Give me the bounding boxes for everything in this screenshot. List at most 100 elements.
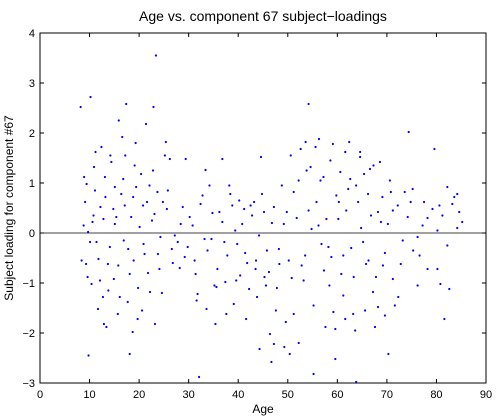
data-point xyxy=(411,187,414,191)
data-point xyxy=(112,207,115,211)
data-point xyxy=(82,224,85,227)
data-point xyxy=(324,325,327,329)
data-point xyxy=(221,157,224,161)
data-point xyxy=(446,185,449,189)
data-point xyxy=(426,216,429,220)
data-point xyxy=(164,140,167,144)
y-tick-label: 3 xyxy=(29,78,35,90)
data-point xyxy=(305,169,308,172)
data-point xyxy=(310,227,313,231)
data-point xyxy=(116,312,119,316)
data-point xyxy=(315,200,318,204)
data-point xyxy=(421,224,424,227)
data-point xyxy=(388,179,391,182)
data-point xyxy=(179,222,182,226)
x-tick-label: 30 xyxy=(183,389,195,401)
data-point xyxy=(181,205,184,209)
data-point xyxy=(461,220,464,224)
data-point xyxy=(110,160,113,164)
data-point xyxy=(121,135,124,139)
data-point xyxy=(280,184,283,187)
data-point xyxy=(345,209,348,212)
data-point xyxy=(131,330,134,334)
data-point xyxy=(348,140,351,144)
data-point xyxy=(270,360,273,364)
data-point xyxy=(416,235,419,239)
data-point xyxy=(142,242,145,246)
data-point xyxy=(126,300,129,304)
data-point xyxy=(94,150,97,154)
data-point xyxy=(275,286,278,290)
data-point xyxy=(335,194,338,197)
data-point xyxy=(426,267,429,271)
data-point xyxy=(201,194,204,197)
data-point xyxy=(374,275,378,279)
chart-title: Age vs. component 67 subject−loadings xyxy=(139,8,387,24)
data-point xyxy=(161,200,164,204)
data-point xyxy=(159,235,162,239)
data-point xyxy=(165,207,168,211)
data-point xyxy=(264,284,268,287)
data-point xyxy=(317,137,321,141)
data-point xyxy=(92,165,96,169)
data-point xyxy=(359,150,362,154)
x-tick-label: 20 xyxy=(133,389,145,401)
data-point xyxy=(148,184,151,187)
data-point xyxy=(86,230,90,234)
data-point xyxy=(107,289,110,292)
data-point xyxy=(282,222,285,226)
data-point xyxy=(214,322,217,326)
data-point xyxy=(446,244,449,247)
data-point xyxy=(453,195,456,199)
data-point xyxy=(92,214,95,217)
data-point xyxy=(178,266,181,270)
data-point xyxy=(307,209,310,212)
data-point xyxy=(448,287,451,291)
data-point xyxy=(143,252,146,256)
data-point xyxy=(278,262,281,266)
data-point xyxy=(379,220,383,224)
data-point xyxy=(221,220,224,224)
data-point xyxy=(128,352,131,356)
data-point xyxy=(245,317,248,321)
data-point xyxy=(88,240,92,244)
data-point xyxy=(283,345,286,349)
data-point xyxy=(235,279,238,282)
data-point xyxy=(307,102,310,106)
data-point xyxy=(123,204,126,207)
data-point xyxy=(85,182,88,186)
y-tick-label: 1 xyxy=(29,178,35,190)
data-point xyxy=(184,157,187,161)
data-point xyxy=(83,175,86,179)
data-point xyxy=(267,270,271,274)
data-point xyxy=(122,239,125,242)
y-tick-label: 0 xyxy=(29,228,35,240)
data-point xyxy=(113,185,116,189)
data-point xyxy=(140,309,144,312)
data-point xyxy=(418,254,421,257)
data-point xyxy=(96,307,100,311)
data-point xyxy=(236,242,239,246)
data-point xyxy=(376,210,380,214)
data-point xyxy=(134,141,137,145)
data-point xyxy=(90,282,93,286)
data-point xyxy=(302,279,305,282)
data-point xyxy=(371,290,375,294)
data-point xyxy=(206,249,209,252)
data-point xyxy=(322,269,326,272)
data-point xyxy=(322,175,325,179)
data-point xyxy=(151,169,155,172)
y-tick-label: 2 xyxy=(29,128,35,140)
data-point xyxy=(79,105,82,109)
data-point xyxy=(297,179,300,182)
data-point xyxy=(373,325,377,329)
data-point xyxy=(243,207,246,211)
data-point xyxy=(225,312,228,316)
data-point xyxy=(378,160,382,164)
data-point xyxy=(244,251,247,255)
data-point xyxy=(106,262,109,266)
data-point xyxy=(259,155,263,159)
data-point xyxy=(350,246,353,250)
data-point xyxy=(117,264,120,267)
